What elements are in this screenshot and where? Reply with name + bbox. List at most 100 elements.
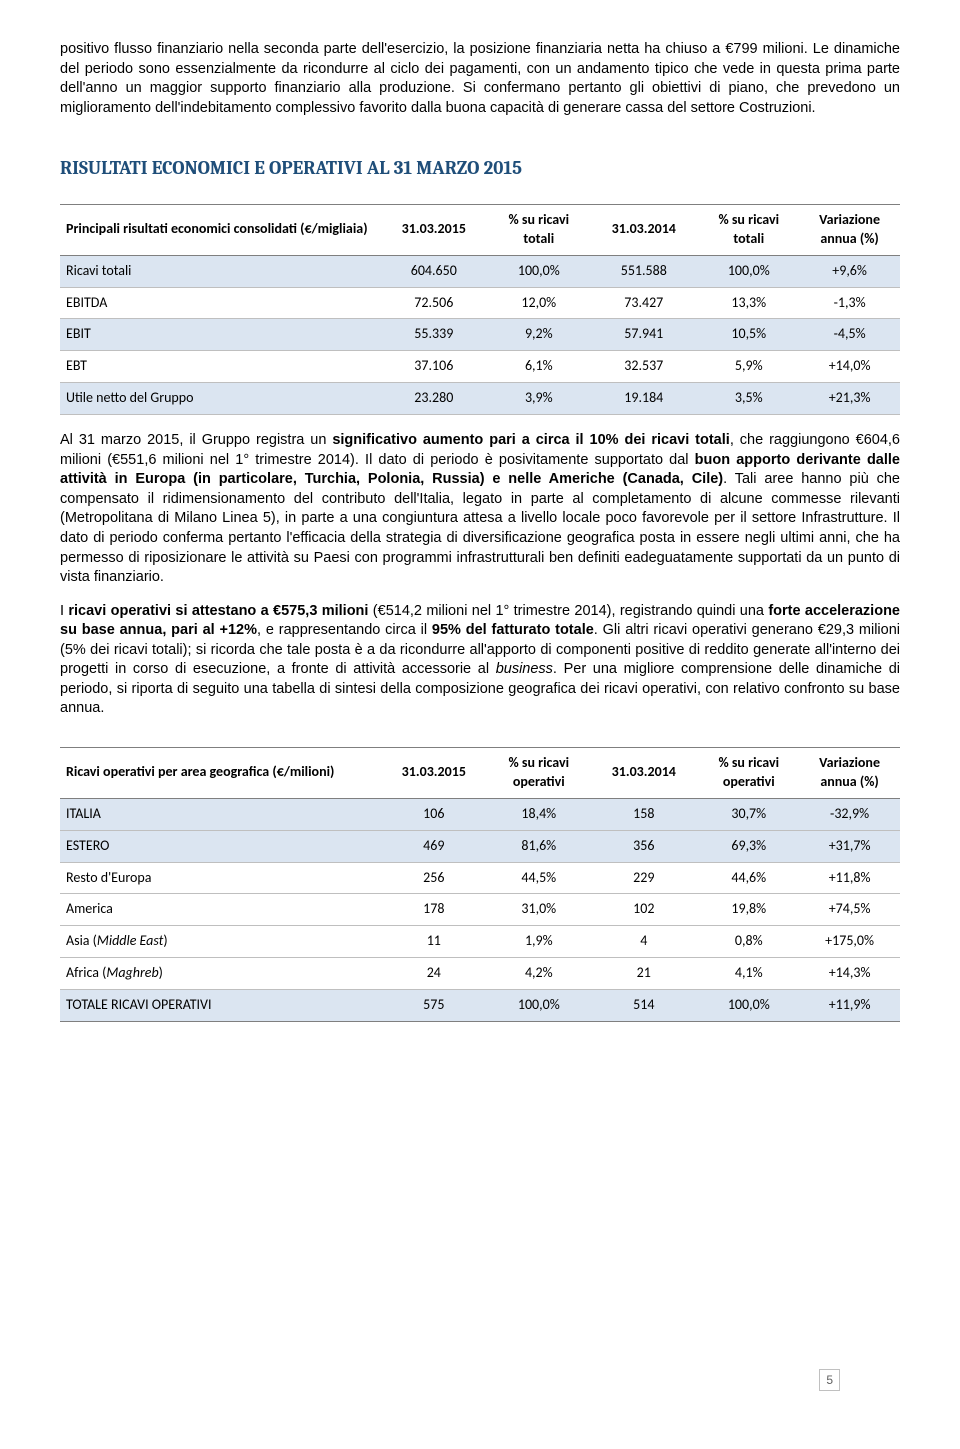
cell: +21,3% [799,383,900,415]
col-pct2: % su ricavi operativi [698,748,799,799]
col-var: Variazione annua (%) [799,748,900,799]
cell: 57.941 [589,319,698,351]
cell: 24 [379,958,488,990]
cell: 256 [379,862,488,894]
geographic-table: Ricavi operativi per area geografica (€/… [60,747,900,1022]
table-row: ITALIA10618,4%15830,7%-32,9% [60,798,900,830]
cell: 81,6% [488,830,589,862]
cell: 10,5% [698,319,799,351]
cell: 356 [589,830,698,862]
cell: 55.339 [379,319,488,351]
cell: -1,3% [799,287,900,319]
row-label: EBITDA [60,287,379,319]
table-row: Resto d'Europa25644,5%22944,6%+11,8% [60,862,900,894]
table-row: TOTALE RICAVI OPERATIVI575100,0%514100,0… [60,990,900,1022]
cell: +14,3% [799,958,900,990]
table-row: Ricavi totali604.650100,0%551.588100,0%+… [60,255,900,287]
body-paragraph-2: I ricavi operativi si attestano a €575,3… [60,602,900,719]
cell: 12,0% [488,287,589,319]
cell: 69,3% [698,830,799,862]
body-paragraph-1: Al 31 marzo 2015, il Gruppo registra un … [60,431,900,588]
cell: 469 [379,830,488,862]
cell: 100,0% [488,255,589,287]
cell: 6,1% [488,351,589,383]
cell: 5,9% [698,351,799,383]
cell: 11 [379,926,488,958]
cell: 23.280 [379,383,488,415]
cell: 0,8% [698,926,799,958]
cell: 3,5% [698,383,799,415]
cell: +11,8% [799,862,900,894]
table-row: Utile netto del Gruppo23.2803,9%19.1843,… [60,383,900,415]
cell: 100,0% [698,990,799,1022]
row-label: Ricavi totali [60,255,379,287]
cell: -32,9% [799,798,900,830]
col-label: Principali risultati economici consolida… [60,204,379,255]
table-row: Africa (Maghreb)244,2%214,1%+14,3% [60,958,900,990]
row-label: EBT [60,351,379,383]
table-row: EBT37.1066,1%32.5375,9%+14,0% [60,351,900,383]
table-row: Asia (Middle East)111,9%40,8%+175,0% [60,926,900,958]
cell: 229 [589,862,698,894]
cell: 100,0% [698,255,799,287]
cell: 21 [589,958,698,990]
col-date1: 31.03.2015 [379,204,488,255]
col-date1: 31.03.2015 [379,748,488,799]
row-label: ESTERO [60,830,379,862]
col-pct1: % su ricavi totali [488,204,589,255]
cell: 158 [589,798,698,830]
row-label: EBIT [60,319,379,351]
cell: -4,5% [799,319,900,351]
cell: 4,2% [488,958,589,990]
cell: +74,5% [799,894,900,926]
cell: 44,5% [488,862,589,894]
cell: 19,8% [698,894,799,926]
row-label: ITALIA [60,798,379,830]
cell: 100,0% [488,990,589,1022]
cell: 4 [589,926,698,958]
page-number: 5 [819,1369,840,1391]
row-label: Africa (Maghreb) [60,958,379,990]
section-title: RISULTATI ECONOMICI E OPERATIVI AL 31 MA… [60,156,900,182]
row-label: Utile netto del Gruppo [60,383,379,415]
cell: 575 [379,990,488,1022]
col-pct1: % su ricavi operativi [488,748,589,799]
row-label: America [60,894,379,926]
cell: +14,0% [799,351,900,383]
cell: +11,9% [799,990,900,1022]
cell: 72.506 [379,287,488,319]
cell: 604.650 [379,255,488,287]
col-date2: 31.03.2014 [589,748,698,799]
cell: 551.588 [589,255,698,287]
col-pct2: % su ricavi totali [698,204,799,255]
cell: 32.537 [589,351,698,383]
cell: 102 [589,894,698,926]
cell: 37.106 [379,351,488,383]
col-var: Variazione annua (%) [799,204,900,255]
cell: 4,1% [698,958,799,990]
cell: 106 [379,798,488,830]
cell: 178 [379,894,488,926]
table-row: ESTERO46981,6%35669,3%+31,7% [60,830,900,862]
table-header-row: Ricavi operativi per area geografica (€/… [60,748,900,799]
cell: 73.427 [589,287,698,319]
cell: +9,6% [799,255,900,287]
table-header-row: Principali risultati economici consolida… [60,204,900,255]
cell: 18,4% [488,798,589,830]
col-date2: 31.03.2014 [589,204,698,255]
cell: 3,9% [488,383,589,415]
row-label: Asia (Middle East) [60,926,379,958]
table-row: America17831,0%10219,8%+74,5% [60,894,900,926]
cell: 9,2% [488,319,589,351]
cell: +175,0% [799,926,900,958]
cell: 1,9% [488,926,589,958]
intro-paragraph: positivo flusso finanziario nella second… [60,40,900,118]
row-label: Resto d'Europa [60,862,379,894]
results-table: Principali risultati economici consolida… [60,204,900,415]
cell: 514 [589,990,698,1022]
row-label: TOTALE RICAVI OPERATIVI [60,990,379,1022]
cell: 30,7% [698,798,799,830]
cell: 44,6% [698,862,799,894]
table-row: EBIT55.3399,2%57.94110,5%-4,5% [60,319,900,351]
cell: +31,7% [799,830,900,862]
